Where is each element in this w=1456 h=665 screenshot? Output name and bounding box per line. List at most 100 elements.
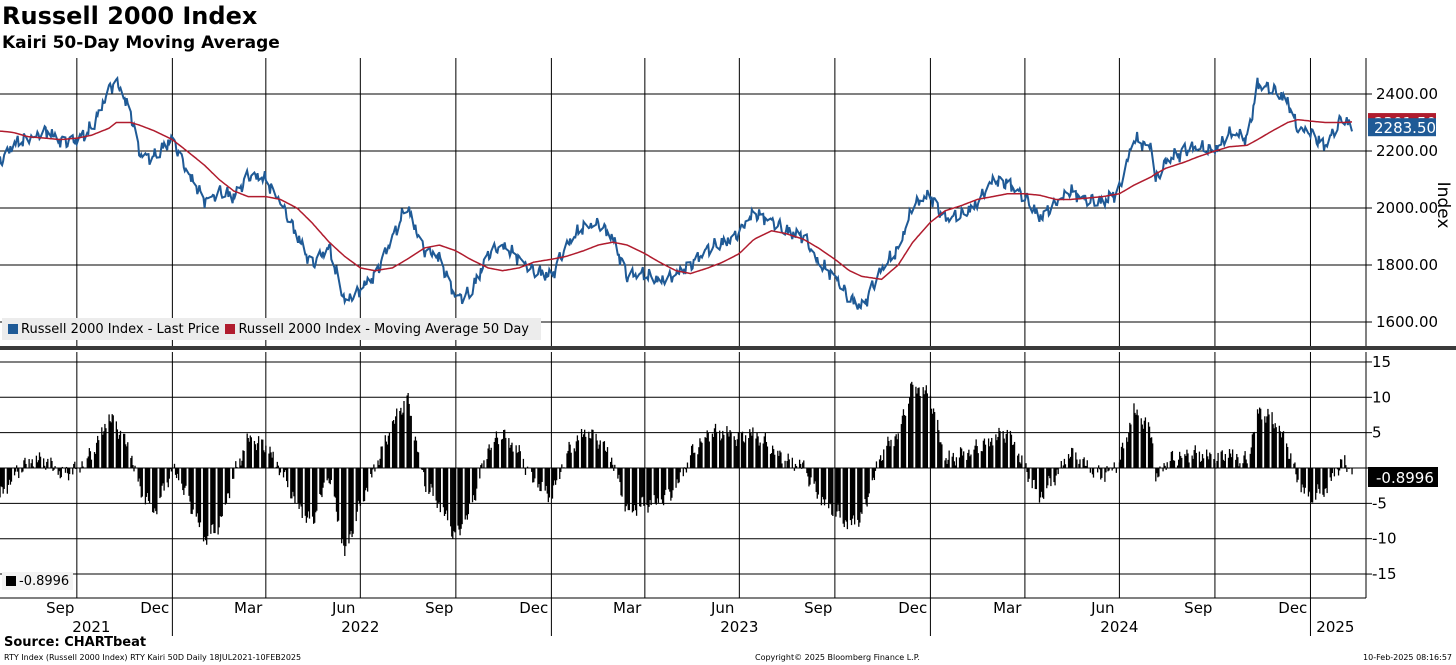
kairi-bar [343,468,345,546]
kairi-bar [1096,468,1099,473]
kairi-bar [212,468,214,524]
kairi-bar [132,465,134,468]
kairi-bar [1217,452,1219,468]
kairi-bar [59,468,61,479]
kairi-bar [854,468,856,525]
kairi-bar [199,468,202,523]
kairi-bar [1191,455,1193,468]
kairi-bar [1239,463,1241,468]
kairi-bar [1099,468,1101,470]
kairi-bar [1206,449,1208,468]
kairi-bar [1104,468,1106,482]
kairi-bar [101,427,103,468]
kairi-bar [634,468,637,511]
kairi-bar [1274,423,1276,468]
kairi-bar [279,468,282,473]
kairi-bar [1085,466,1087,468]
kairi-bar [669,468,671,492]
kairi-bar [459,468,461,536]
kairi-bar [844,468,846,521]
kairi-bar [2,468,4,494]
kairi-bar [370,468,372,474]
kairi-bar [609,461,612,468]
kairi-bar [1332,468,1335,469]
kairi-bar [1210,454,1212,468]
kairi-bar [81,461,83,468]
kairi-bar [465,468,467,516]
kairi-bar [1228,449,1231,468]
kairi-bar [147,468,150,501]
kairi-bar [822,468,825,500]
kairi-bar [762,443,764,468]
kairi-bar [987,438,990,468]
kairi-bar [380,446,382,468]
y-tick-label: 5 [1372,424,1382,442]
kairi-bar [395,416,397,468]
kairi-bar [735,446,737,468]
kairi-bar [878,459,881,468]
kairi-bar [476,468,478,489]
kairi-bar [752,427,754,468]
kairi-bar [6,468,8,494]
kairi-bar [1294,462,1296,468]
kairi-bar [1120,446,1123,468]
kairi-bar [930,408,933,468]
kairi-bar [23,460,25,468]
kairi-bar [1055,468,1057,476]
kairi-bar [75,468,77,470]
kairi-bar [453,468,455,532]
x-tick-label-year: 2021 [72,618,110,636]
kairi-bar [1222,459,1224,468]
kairi-bar [109,421,111,468]
kairi-bar [242,450,244,468]
kairi-bar [381,446,383,468]
kairi-bar [793,468,796,471]
kairi-bar [1162,468,1164,472]
kairi-bar [166,468,168,483]
kairi-bar [1105,468,1107,473]
kairi-bar [80,467,82,468]
kairi-bar [214,468,216,534]
kairi-bar [889,446,891,468]
kairi-bar [661,468,664,504]
kairi-bar [265,445,267,468]
kairi-bar [406,395,408,468]
kairi-bar [1304,468,1306,488]
kairi-bar [690,445,693,468]
kairi-bar [235,461,237,468]
kairi-bar [821,468,824,497]
kairi-bar [1108,468,1110,471]
kairi-bar [450,468,452,527]
kairi-bar [127,442,129,468]
kairi-bar [1264,416,1266,468]
kairi-bar [8,468,11,480]
kairi-bar [250,437,252,468]
kairi-bar [1302,468,1304,488]
kairi-bar [648,468,650,507]
kairi-bar [830,468,832,505]
kairi-bar [1303,468,1305,494]
kairi-bar [1293,463,1295,468]
kairi-bar [1280,437,1283,468]
kairi-bar [727,433,729,468]
kairi-bar [551,468,554,499]
kairi-bar [1133,403,1135,468]
kairi-bar [605,451,608,468]
kairi-bar [1267,408,1269,468]
kairi-bar [357,468,359,501]
kairi-bar [422,468,424,470]
kairi-bar [1179,451,1181,468]
kairi-bar [1026,468,1028,473]
kairi-bar [457,468,459,526]
kairi-bar [612,464,614,468]
kairi-bar [633,468,636,506]
kairi-bar [1050,468,1052,487]
kairi-bar [541,468,543,482]
kairi-bar [300,468,302,507]
kairi-bar [14,468,17,472]
kairi-bar [436,468,438,508]
kairi-bar [1165,468,1167,470]
kairi-bar [500,439,503,468]
kairi-bar [195,468,197,517]
kairi-bar [1155,468,1157,482]
